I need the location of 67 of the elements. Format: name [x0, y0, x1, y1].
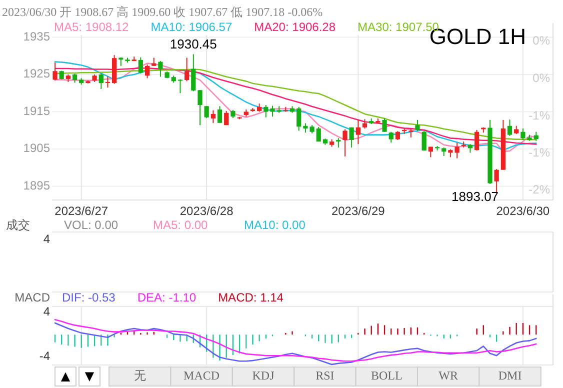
y-axis-title: MACD: [14, 290, 50, 305]
x-tick-label: 2023/6/29: [331, 204, 386, 218]
candlestick: [264, 104, 268, 118]
candlestick: [98, 72, 104, 90]
series-label: DIF: -0.53: [62, 290, 116, 305]
candlestick: [415, 119, 420, 132]
candlestick: [362, 118, 368, 129]
text: MACD: [184, 368, 220, 382]
candlestick: [474, 129, 480, 151]
text: MACD: 1.14: [218, 290, 284, 305]
candlestick: [534, 131, 538, 142]
text: DMI: [498, 368, 522, 382]
chart-subtitle: 2023/06/30 开 1908.67 高 1909.60 收 1907.67 低 1907.18 -0.06%: [2, 4, 323, 19]
candlestick: [388, 131, 394, 144]
candlestick: [191, 54, 196, 92]
candlestick: [204, 106, 209, 119]
y-tick-label: 1935: [23, 29, 50, 44]
candlestick: [336, 138, 341, 148]
text: BOLL: [370, 368, 402, 382]
y-tick-label: 1925: [23, 66, 50, 81]
candlestick: [178, 78, 183, 94]
candlestick: [296, 106, 302, 132]
text: WR: [438, 368, 458, 382]
y-tick-label: 1905: [23, 141, 50, 156]
candlestick: [454, 142, 460, 159]
candlestick: [342, 128, 348, 157]
text: MA20: 1906.28: [254, 20, 336, 34]
text: 成交: [6, 218, 30, 232]
y-tick-label: -4: [39, 348, 50, 363]
candlestick: [520, 128, 526, 141]
text: ▼: [84, 368, 95, 383]
candlestick: [217, 106, 222, 124]
annotation: 1893.07: [452, 188, 499, 204]
candlestick: [349, 126, 354, 148]
text: DEA: -1.10: [137, 290, 196, 305]
text: VOL: 0.00: [64, 218, 118, 232]
candlestick: [382, 118, 387, 132]
y-tick-label: 1915: [23, 104, 50, 118]
text: KDJ: [252, 368, 275, 382]
candlestick: [507, 119, 512, 136]
text: 无: [134, 368, 146, 382]
annotation: 1930.45: [170, 36, 217, 52]
x-tick-label: 2023/6/28: [180, 204, 234, 218]
text: MA5: 0.00: [153, 218, 208, 232]
text: ▲: [60, 368, 71, 383]
x-tick-label: 2023/6/27: [54, 204, 108, 218]
y-tick-label: 1895: [23, 178, 50, 192]
candlestick: [270, 105, 275, 118]
candlestick: [224, 110, 229, 126]
text: MA10: 1906.57: [150, 20, 232, 34]
candlestick: [158, 60, 163, 78]
x-tick-label: 2023/6/30: [496, 204, 550, 218]
candlestick: [210, 110, 216, 124]
candlestick: [184, 57, 190, 82]
candlestick: [422, 130, 426, 151]
candlestick: [428, 146, 433, 158]
candlestick: [303, 122, 308, 134]
candlestick: [52, 62, 58, 81]
candlestick: [356, 119, 360, 145]
text: RSI: [316, 368, 334, 382]
text: MA10: 0.00: [244, 218, 306, 232]
candlestick: [138, 56, 143, 74]
candlestick: [198, 90, 202, 126]
text: MA5: 1908.12: [54, 20, 130, 34]
y-tick-label: 4: [43, 304, 50, 319]
candlestick: [316, 126, 321, 142]
candlestick: [144, 64, 150, 79]
